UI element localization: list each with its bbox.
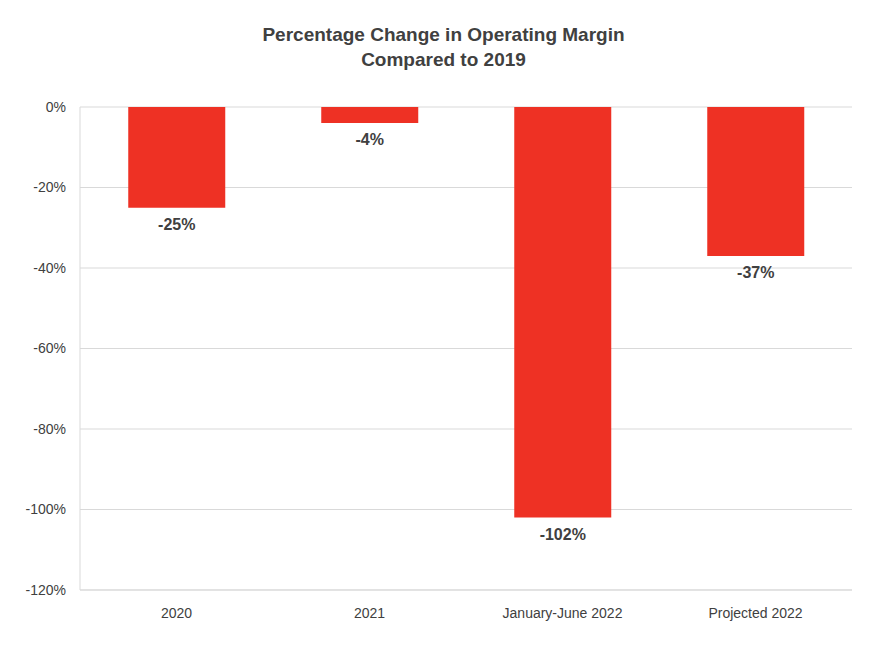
svg-text:-100%: -100% bbox=[26, 501, 66, 517]
svg-text:January-June 2022: January-June 2022 bbox=[503, 605, 623, 621]
svg-text:Projected 2022: Projected 2022 bbox=[708, 605, 802, 621]
svg-text:2020: 2020 bbox=[161, 605, 192, 621]
svg-text:-20%: -20% bbox=[33, 179, 66, 195]
svg-text:-120%: -120% bbox=[26, 582, 66, 598]
svg-text:-37%: -37% bbox=[737, 264, 774, 281]
svg-text:-80%: -80% bbox=[33, 421, 66, 437]
html-text:Percentage Change in Operating: Percentage Change in Operating Margin bbox=[262, 24, 625, 45]
html-text:Compared to 2019: Compared to 2019 bbox=[361, 49, 526, 70]
svg-text:2021: 2021 bbox=[354, 605, 385, 621]
svg-text:0%: 0% bbox=[46, 99, 66, 115]
svg-text:-102%: -102% bbox=[540, 526, 586, 543]
svg-text:-60%: -60% bbox=[33, 340, 66, 356]
svg-text:-4%: -4% bbox=[356, 131, 384, 148]
svg-text:-25%: -25% bbox=[158, 216, 195, 233]
svg-text:-40%: -40% bbox=[33, 260, 66, 276]
